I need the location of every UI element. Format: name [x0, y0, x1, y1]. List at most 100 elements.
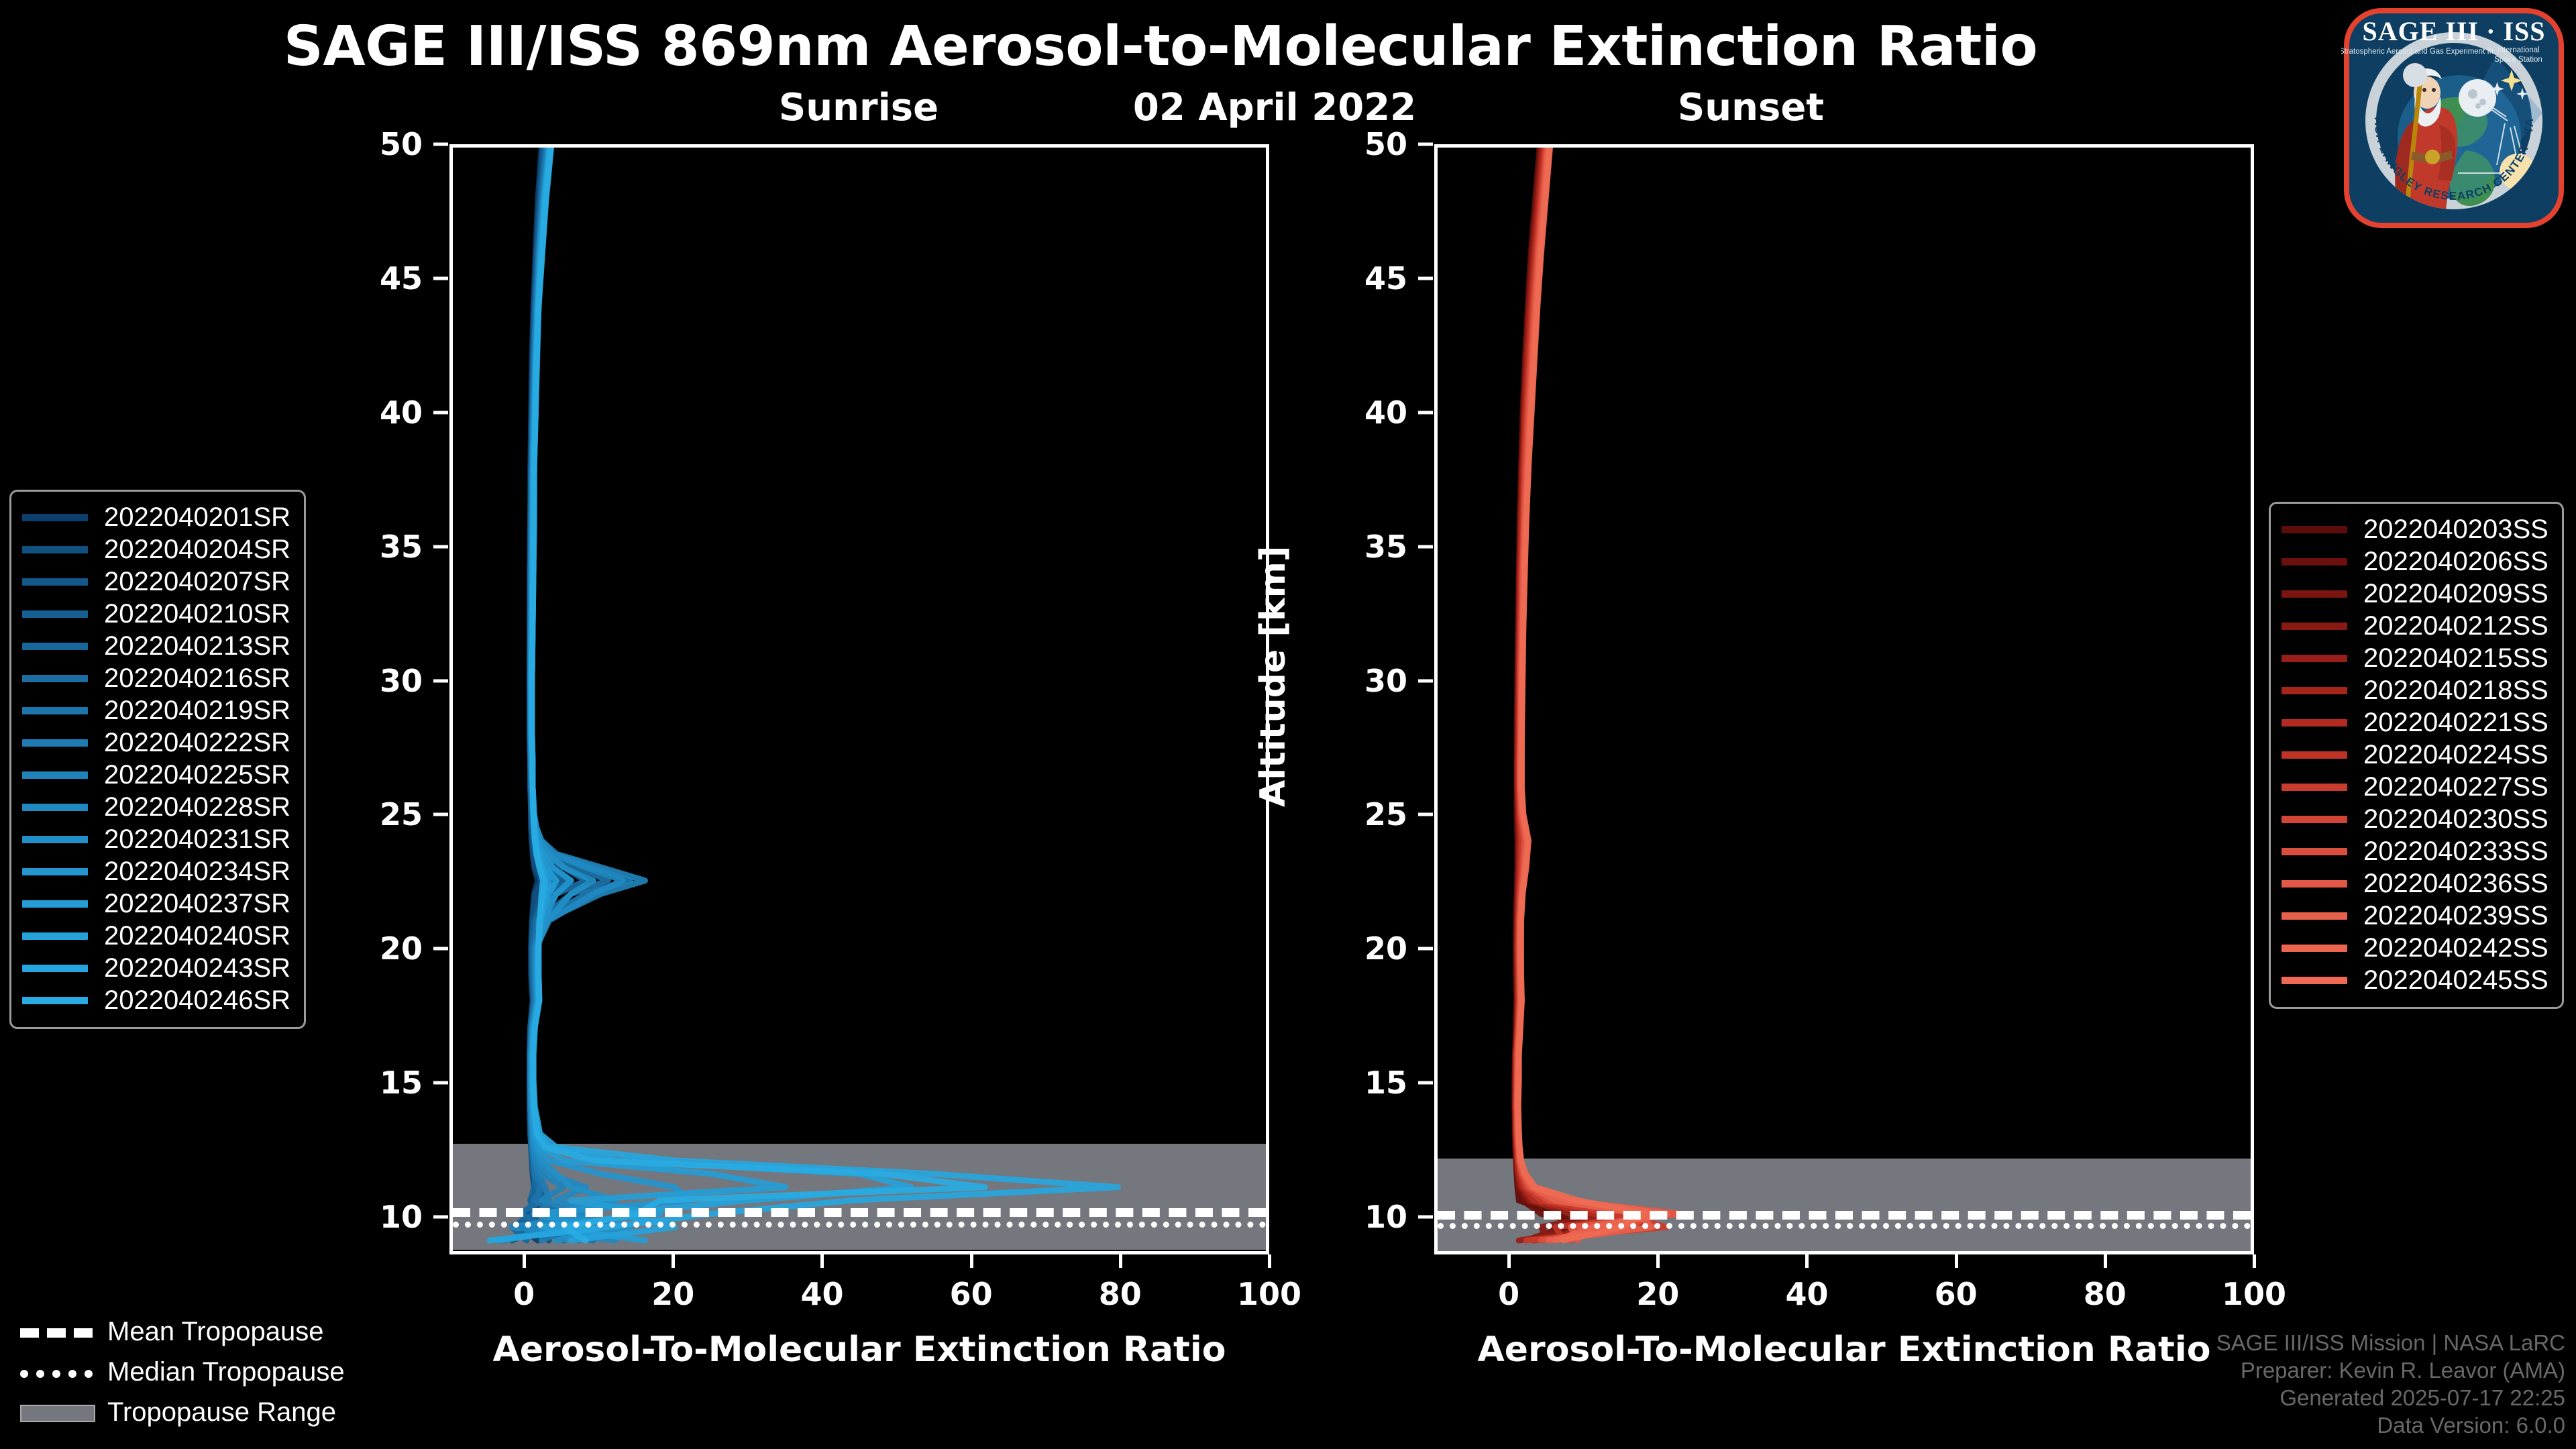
legend-color-swatch — [22, 642, 88, 650]
legend-item[interactable]: 2022040227SS — [2282, 771, 2548, 803]
x-tick-mark — [672, 1254, 676, 1268]
legend-item-median-tropopause: Median Tropopause — [20, 1352, 345, 1392]
legend-item[interactable]: 2022040204SR — [22, 533, 290, 566]
y-tick-mark — [1418, 142, 1433, 146]
y-tick-mark — [1418, 679, 1433, 683]
legend-item[interactable]: 2022040215SS — [2282, 642, 2548, 674]
footer-line-generated: Generated 2025-07-17 22:25 — [2279, 1385, 2565, 1411]
legend-label: 2022040204SR — [104, 534, 291, 564]
legend-item[interactable]: 2022040216SR — [22, 662, 290, 694]
plot-panel-sunrise — [449, 144, 1269, 1254]
legend-item[interactable]: 2022040212SS — [2282, 610, 2548, 642]
legend-label: 2022040246SR — [104, 985, 291, 1015]
y-tick-label: 50 — [1364, 126, 1407, 162]
legend-color-swatch — [22, 964, 88, 972]
legend-item[interactable]: 2022040213SR — [22, 630, 290, 662]
legend-item[interactable]: 2022040219SR — [22, 694, 290, 727]
legend-item[interactable]: 2022040222SR — [22, 727, 290, 759]
legend-color-swatch — [2282, 718, 2347, 727]
legend-item[interactable]: 2022040236SS — [2282, 867, 2548, 900]
legend-item[interactable]: 2022040239SS — [2282, 900, 2548, 932]
x-tick-mark — [1954, 1254, 1958, 1268]
y-tick-mark — [1418, 947, 1433, 951]
plot-panel-sunset — [1434, 144, 2254, 1254]
median-tropopause-icon — [20, 1364, 93, 1380]
series-line — [1515, 148, 1670, 1244]
y-tick-label: 30 — [1364, 662, 1407, 699]
legend-item[interactable]: 2022040201SR — [22, 501, 290, 533]
legend-item[interactable]: 2022040207SR — [22, 566, 290, 598]
legend-item-tropopause-range: Tropopause Range — [20, 1392, 345, 1432]
legend-item[interactable]: 2022040243SR — [22, 952, 290, 984]
y-tick-label: 40 — [1364, 394, 1407, 431]
series-line — [501, 148, 648, 1244]
x-tick-label: 40 — [1785, 1276, 1829, 1312]
legend-color-swatch — [2282, 686, 2347, 694]
footer-line-mission: SAGE III/ISS Mission | NASA LaRC — [2216, 1330, 2565, 1356]
legend-item[interactable]: 2022040230SS — [2282, 803, 2548, 835]
legend-label: 2022040231SR — [104, 824, 291, 854]
legend-label: 2022040233SS — [2363, 836, 2548, 866]
x-tick-mark — [969, 1254, 973, 1268]
legend-color-swatch — [22, 835, 88, 843]
x-tick-label: 100 — [2221, 1276, 2287, 1312]
series-line — [1515, 148, 1648, 1244]
footer-line-preparer: Preparer: Kevin R. Leavor (AMA) — [2240, 1358, 2565, 1383]
x-tick-mark — [1118, 1254, 1122, 1268]
legend-color-swatch — [2282, 622, 2347, 630]
y-tick-mark — [433, 545, 448, 549]
legend-item[interactable]: 2022040224SS — [2282, 739, 2548, 771]
series-line — [528, 148, 633, 1244]
legend-color-swatch — [22, 996, 88, 1004]
y-tick-mark — [1418, 545, 1433, 549]
series-line — [1514, 148, 1685, 1244]
legend-color-swatch — [22, 867, 88, 875]
legend-item[interactable]: 2022040237SR — [22, 888, 290, 920]
svg-text:SAGE III · ISS: SAGE III · ISS — [2362, 16, 2545, 46]
legend-item[interactable]: 2022040210SR — [22, 598, 290, 630]
x-tick-mark — [1805, 1254, 1809, 1268]
x-tick-mark — [1507, 1254, 1511, 1268]
y-tick-label: 25 — [1364, 796, 1407, 833]
legend-label: Median Tropopause — [107, 1356, 345, 1387]
x-axis-title: Aerosol-To-Molecular Extinction Ratio — [1477, 1330, 2211, 1370]
series-line — [529, 148, 988, 1244]
legend-item[interactable]: 2022040221SS — [2282, 706, 2548, 739]
legend-item[interactable]: 2022040225SR — [22, 759, 290, 791]
legend-item[interactable]: 2022040206SS — [2282, 545, 2548, 578]
legend-color-swatch — [2282, 944, 2347, 952]
legend-item[interactable]: 2022040246SR — [22, 984, 290, 1016]
legend-item[interactable]: 2022040240SR — [22, 920, 290, 952]
y-tick-mark — [433, 142, 448, 146]
legend-item[interactable]: 2022040209SS — [2282, 578, 2548, 610]
series-line — [494, 148, 693, 1244]
legend-item[interactable]: 2022040231SR — [22, 823, 290, 855]
legend-item[interactable]: 2022040245SS — [2282, 964, 2548, 996]
y-tick-label: 35 — [1364, 528, 1407, 565]
legend-label: 2022040203SS — [2363, 514, 2548, 544]
x-tick-mark — [1656, 1254, 1660, 1268]
profile-lines — [486, 148, 1122, 1244]
legend-color-swatch — [2282, 557, 2347, 566]
legend-label: 2022040219SR — [104, 695, 291, 725]
legend-color-swatch — [22, 610, 88, 618]
legend-item[interactable]: 2022040234SR — [22, 855, 290, 888]
legend-label: 2022040242SS — [2363, 932, 2548, 963]
legend-color-swatch — [2282, 912, 2347, 920]
legend-label: 2022040218SS — [2363, 675, 2548, 705]
legend-item[interactable]: 2022040233SS — [2282, 835, 2548, 867]
tropopause-legend: Mean Tropopause Median Tropopause Tropop… — [20, 1311, 345, 1432]
legend-label: 2022040239SS — [2363, 900, 2548, 930]
footer-line-data-version: Data Version: 6.0.0 — [2377, 1413, 2565, 1438]
profile-lines — [1511, 148, 1685, 1244]
legend-item[interactable]: 2022040228SR — [22, 791, 290, 823]
y-tick-mark — [433, 276, 448, 280]
legend-item-mean-tropopause: Mean Tropopause — [20, 1311, 345, 1352]
legend-item[interactable]: 2022040218SS — [2282, 674, 2548, 706]
legend-color-swatch — [22, 578, 88, 586]
legend-item[interactable]: 2022040203SS — [2282, 513, 2548, 545]
y-tick-mark — [433, 812, 448, 816]
x-tick-label: 0 — [1498, 1276, 1520, 1312]
legend-item[interactable]: 2022040242SS — [2282, 932, 2548, 964]
legend-color-swatch — [22, 545, 88, 553]
